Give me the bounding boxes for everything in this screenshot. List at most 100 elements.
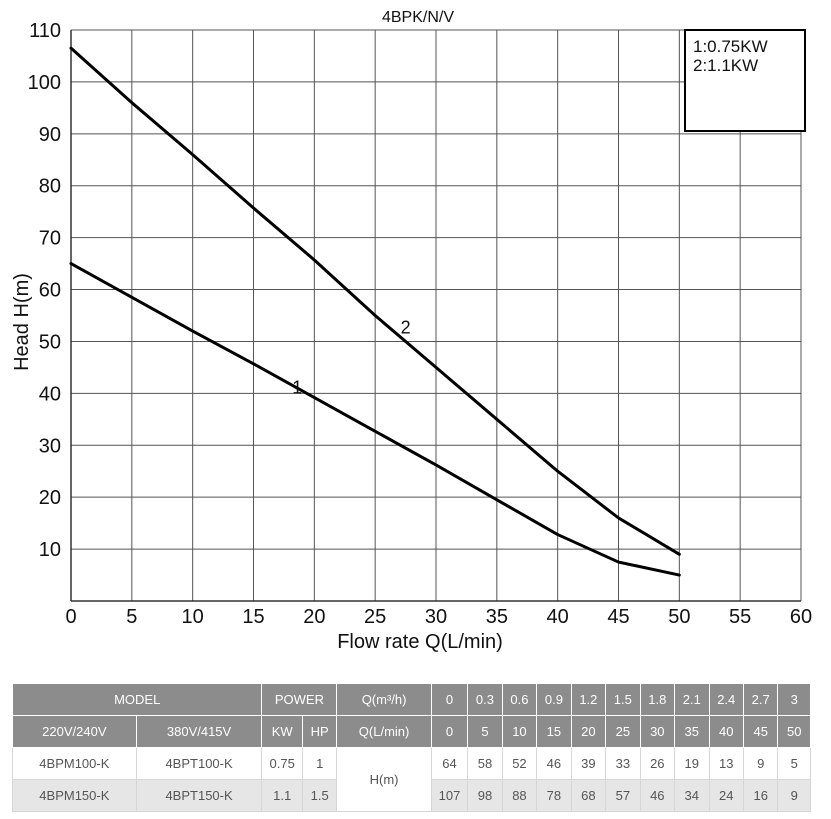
q-m3h-value: 0.9 <box>536 683 572 716</box>
chart-title: 4BPK/N/V <box>382 9 454 26</box>
x-tick-label: 45 <box>607 606 629 628</box>
q-lmin-value: 50 <box>777 715 811 748</box>
x-tick-label: 0 <box>65 606 76 628</box>
head-value-cell: 5 <box>777 747 811 780</box>
q-lmin-value: 25 <box>605 715 641 748</box>
q-m3h-value: 0.6 <box>501 683 538 716</box>
head-value-cell: 16 <box>742 779 779 812</box>
q-lmin-value: 15 <box>536 715 572 748</box>
head-value-cell: 64 <box>430 747 469 780</box>
voltage-380-header: 380V/415V <box>135 715 263 748</box>
series-line-2 <box>69 46 681 556</box>
legend: 1:0.75KW 2:1.1KW <box>684 29 806 132</box>
x-tick-label: 50 <box>668 606 690 628</box>
q-lmin-value: 45 <box>742 715 779 748</box>
series-line-1 <box>69 262 681 577</box>
head-value-cell: 52 <box>501 747 538 780</box>
x-tick-label: 40 <box>547 606 569 628</box>
tick-labels: 0 5 10 15 20 25 30 35 40 45 50 55 60 10 20 30 40 50 60 70 80… <box>28 20 813 628</box>
head-value-cell: 46 <box>639 779 676 812</box>
q-m3h-value: 2.7 <box>742 683 779 716</box>
model-380-cell: 4BPT100-K <box>135 747 263 780</box>
q-lmin-value: 0 <box>430 715 469 748</box>
legend-entry-1: 1:0.75KW <box>693 37 768 56</box>
table-row: 4BPM150-K 4BPT150-K 1.1 1.5 107 98 88 78 68 5… <box>12 779 811 812</box>
q-m3h-value: 1.8 <box>639 683 676 716</box>
q-m3h-value: 2.1 <box>674 683 710 716</box>
model-220-cell: 4BPM100-K <box>12 747 137 780</box>
power-header: POWER <box>261 683 338 716</box>
head-value-cell: 24 <box>708 779 744 812</box>
curve-annotations: 12 <box>292 318 410 398</box>
head-value-cell: 88 <box>501 779 538 812</box>
x-tick-label: 35 <box>486 606 508 628</box>
model-header: MODEL <box>11 683 263 716</box>
head-value-cell: 57 <box>605 779 641 812</box>
table-row: 4BPM100-K 4BPT100-K 0.75 1 H(m) 64 58 52 46… <box>12 747 811 812</box>
head-value-cell: 68 <box>570 779 607 812</box>
head-value-cell: 13 <box>708 747 744 780</box>
q-lmin-value: 5 <box>467 715 503 748</box>
head-value-cell: 107 <box>430 779 469 812</box>
y-tick-label: 50 <box>39 331 61 353</box>
hp-header: HP <box>301 715 338 748</box>
y-tick-label: 70 <box>39 228 61 250</box>
q-m3h-value: 3 <box>777 683 811 716</box>
head-value-cell: 46 <box>536 747 572 780</box>
axes <box>70 30 801 602</box>
q-m3h-value: 0.3 <box>467 683 503 716</box>
y-tick-label: 100 <box>28 72 61 94</box>
x-tick-label: 5 <box>126 606 137 628</box>
q-lmin-value: 35 <box>674 715 710 748</box>
kw-cell: 1.1 <box>261 779 303 812</box>
x-tick-label: 60 <box>790 606 812 628</box>
table-header-row-2: 220V/240V 380V/415V KW HP Q(L/min) 0 5 10 1… <box>12 715 811 748</box>
x-tick-label: 10 <box>182 606 204 628</box>
q-lmin-value: 40 <box>708 715 744 748</box>
y-tick-label: 110 <box>29 20 61 42</box>
kw-header: KW <box>261 715 303 748</box>
series-lines <box>69 46 681 577</box>
x-tick-label: 30 <box>425 606 447 628</box>
y-tick-label: 80 <box>39 176 61 198</box>
y-tick-label: 20 <box>39 487 61 509</box>
x-tick-label: 15 <box>242 606 264 628</box>
curve-label: 2 <box>401 318 411 338</box>
legend-entry-2: 2:1.1KW <box>693 56 759 75</box>
y-tick-label: 30 <box>39 435 61 457</box>
model-380-cell: 4BPT150-K <box>135 779 263 812</box>
head-value-cell: 9 <box>742 747 779 780</box>
q-lmin-value: 20 <box>570 715 607 748</box>
head-value-cell: 98 <box>467 779 503 812</box>
head-value-cell: 78 <box>536 779 572 812</box>
kw-cell: 0.75 <box>261 747 303 780</box>
q-m3h-value: 0 <box>430 683 469 716</box>
head-value-cell: 33 <box>605 747 641 780</box>
y-tick-label: 60 <box>39 280 61 302</box>
head-value-cell: 9 <box>777 779 811 812</box>
head-value-cell: 19 <box>674 747 710 780</box>
voltage-220-header: 220V/240V <box>12 715 137 748</box>
q-m3h-value: 2.4 <box>708 683 744 716</box>
q-lmin-value: 30 <box>639 715 676 748</box>
y-tick-label: 40 <box>39 383 61 405</box>
curve-label: 1 <box>292 377 302 397</box>
q-m3h-value: 1.5 <box>605 683 641 716</box>
hp-cell: 1 <box>301 747 338 780</box>
q-lmin-header: Q(L/min) <box>336 715 432 748</box>
x-tick-label: 20 <box>303 606 325 628</box>
grid-lines <box>71 29 802 601</box>
h-label-cell: H(m) <box>336 747 432 812</box>
x-tick-label: 25 <box>364 606 386 628</box>
y-axis-label: Head H(m) <box>11 273 33 371</box>
y-tick-label: 90 <box>39 124 61 146</box>
spec-table: MODEL POWER Q(m³/h) 0 0.3 0.6 0.9 1.2 1.5 1.8 2… <box>11 683 811 812</box>
q-m3h-header: Q(m³/h) <box>336 683 432 716</box>
y-tick-label: 10 <box>39 539 61 561</box>
head-value-cell: 39 <box>570 747 607 780</box>
x-axis-label: Flow rate Q(L/min) <box>337 631 503 653</box>
q-m3h-value: 1.2 <box>570 683 607 716</box>
model-220-cell: 4BPM150-K <box>12 779 137 812</box>
table-header-row-1: MODEL POWER Q(m³/h) 0 0.3 0.6 0.9 1.2 1.5 1.8 2… <box>11 683 811 716</box>
q-lmin-value: 10 <box>501 715 538 748</box>
